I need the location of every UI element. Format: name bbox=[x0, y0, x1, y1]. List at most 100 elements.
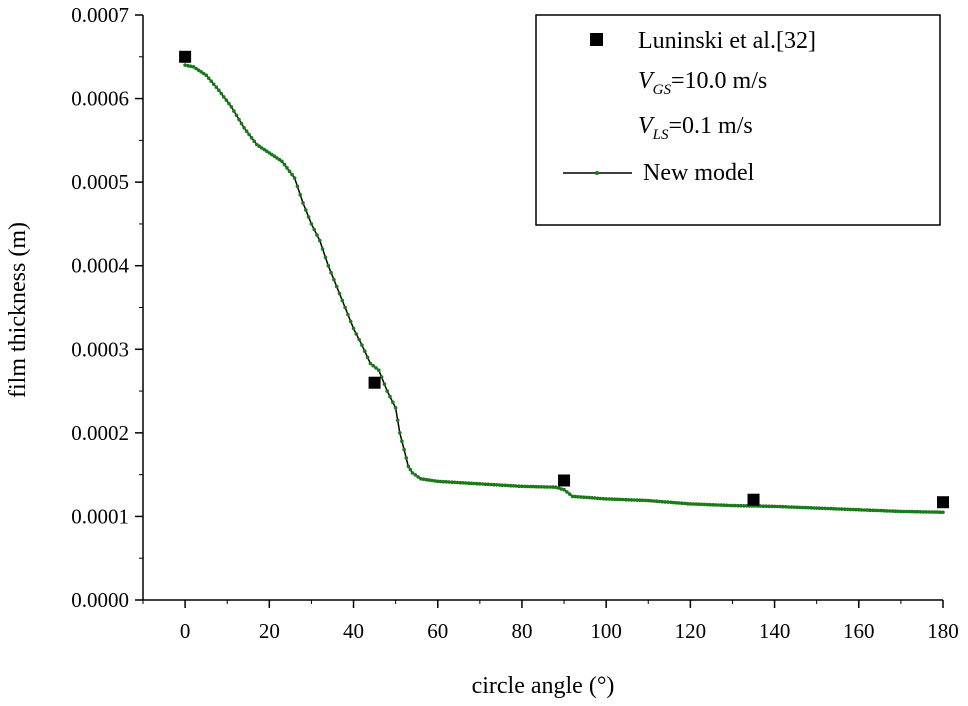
new-model-point bbox=[232, 109, 236, 113]
new-model-point bbox=[450, 480, 454, 485]
new-model-point bbox=[500, 483, 505, 488]
new-model-point bbox=[357, 337, 361, 342]
new-model-point bbox=[924, 510, 928, 514]
new-model-point bbox=[854, 507, 858, 512]
new-model-point bbox=[775, 504, 780, 509]
new-model-point bbox=[927, 510, 931, 514]
new-model-point bbox=[646, 498, 651, 503]
new-model-point bbox=[904, 509, 909, 514]
new-model-point bbox=[222, 95, 226, 99]
y-axis-label: film thickness (m) bbox=[5, 222, 31, 398]
new-model-point bbox=[660, 499, 665, 504]
new-model-point bbox=[719, 503, 723, 507]
new-model-point bbox=[857, 507, 861, 512]
new-model-point bbox=[562, 487, 566, 492]
new-model-point bbox=[851, 507, 855, 512]
y-tick-label: 0.0006 bbox=[71, 87, 129, 111]
new-model-point bbox=[865, 508, 869, 512]
new-model-point bbox=[270, 152, 274, 157]
new-model-point bbox=[214, 85, 219, 89]
new-model-point bbox=[868, 508, 872, 512]
new-model-point bbox=[237, 117, 241, 122]
new-model-point bbox=[713, 503, 718, 507]
new-model-point bbox=[567, 492, 572, 496]
y-tick-label: 0.0004 bbox=[71, 254, 129, 278]
new-model-point bbox=[921, 510, 926, 514]
new-model-point bbox=[188, 64, 193, 69]
new-model-point bbox=[318, 238, 322, 243]
new-model-point bbox=[455, 480, 460, 485]
new-model-point bbox=[186, 63, 190, 68]
new-model-point bbox=[674, 501, 679, 505]
new-model-point bbox=[590, 496, 594, 500]
new-model-point bbox=[309, 222, 314, 226]
new-model-point bbox=[534, 484, 538, 489]
new-model-point bbox=[803, 505, 808, 510]
axes: 0 20 40 60 80 100 120 140 160 180 0.0000 0.0001 0.00… bbox=[71, 3, 959, 643]
new-model-point bbox=[812, 506, 816, 510]
new-model-point bbox=[890, 509, 895, 513]
new-model-point bbox=[859, 508, 864, 512]
new-model-point bbox=[548, 485, 552, 489]
new-model-point bbox=[346, 312, 350, 317]
new-model-point bbox=[632, 498, 636, 502]
new-model-point bbox=[840, 507, 844, 511]
new-model-point bbox=[391, 400, 395, 405]
x-tick-label: 80 bbox=[511, 619, 532, 643]
new-model-point bbox=[828, 506, 833, 511]
new-model-point bbox=[643, 498, 648, 503]
new-model-point bbox=[252, 139, 256, 143]
new-model-point bbox=[517, 484, 521, 489]
new-model-point bbox=[472, 481, 477, 486]
new-model-point bbox=[834, 507, 839, 511]
new-model-point bbox=[475, 481, 479, 486]
new-model-point bbox=[435, 479, 440, 484]
new-model-point bbox=[553, 485, 558, 490]
new-model-point bbox=[379, 375, 384, 379]
new-model-point bbox=[458, 480, 463, 485]
x-tick-label: 180 bbox=[927, 619, 959, 643]
new-model-point bbox=[915, 509, 920, 514]
legend-condition-liquid-value: =0.1 m/s bbox=[669, 113, 753, 139]
new-model-point bbox=[393, 406, 398, 410]
x-tick-label: 120 bbox=[675, 619, 707, 643]
new-model-point bbox=[601, 496, 606, 501]
new-model-point bbox=[201, 71, 206, 76]
new-model-point bbox=[727, 503, 732, 508]
new-model-point bbox=[800, 505, 805, 510]
new-model-point bbox=[576, 495, 580, 499]
new-model-point bbox=[629, 498, 634, 502]
new-model-point bbox=[280, 159, 284, 164]
new-model-point bbox=[876, 508, 881, 513]
new-model-point bbox=[907, 509, 912, 514]
legend-line-dot-new-model bbox=[595, 171, 599, 175]
new-model-point bbox=[312, 227, 317, 232]
new-model-point bbox=[351, 326, 356, 331]
new-model-point bbox=[497, 483, 502, 487]
new-model-point bbox=[539, 485, 544, 489]
new-model-point bbox=[744, 504, 749, 508]
new-model-point bbox=[784, 505, 788, 509]
new-model-point bbox=[217, 88, 221, 92]
new-model-point bbox=[416, 475, 420, 479]
legend-frame bbox=[535, 14, 941, 226]
new-model-point bbox=[694, 502, 698, 506]
y-tick-label: 0.0007 bbox=[71, 3, 129, 27]
new-model-point bbox=[683, 501, 687, 506]
new-model-point bbox=[901, 509, 906, 514]
new-model-point bbox=[511, 484, 516, 488]
new-model-point bbox=[206, 76, 211, 80]
new-model-point bbox=[323, 255, 328, 260]
new-model-point bbox=[332, 277, 336, 282]
new-model-point bbox=[301, 201, 305, 205]
new-model-point bbox=[638, 498, 642, 503]
new-model-point bbox=[385, 389, 390, 393]
new-model-point bbox=[494, 483, 499, 487]
new-model-point bbox=[525, 484, 530, 489]
new-model-point bbox=[607, 497, 611, 501]
new-model-point bbox=[612, 497, 617, 502]
new-model-point bbox=[430, 478, 434, 483]
new-model-point bbox=[469, 481, 474, 486]
new-model-point bbox=[419, 477, 423, 481]
